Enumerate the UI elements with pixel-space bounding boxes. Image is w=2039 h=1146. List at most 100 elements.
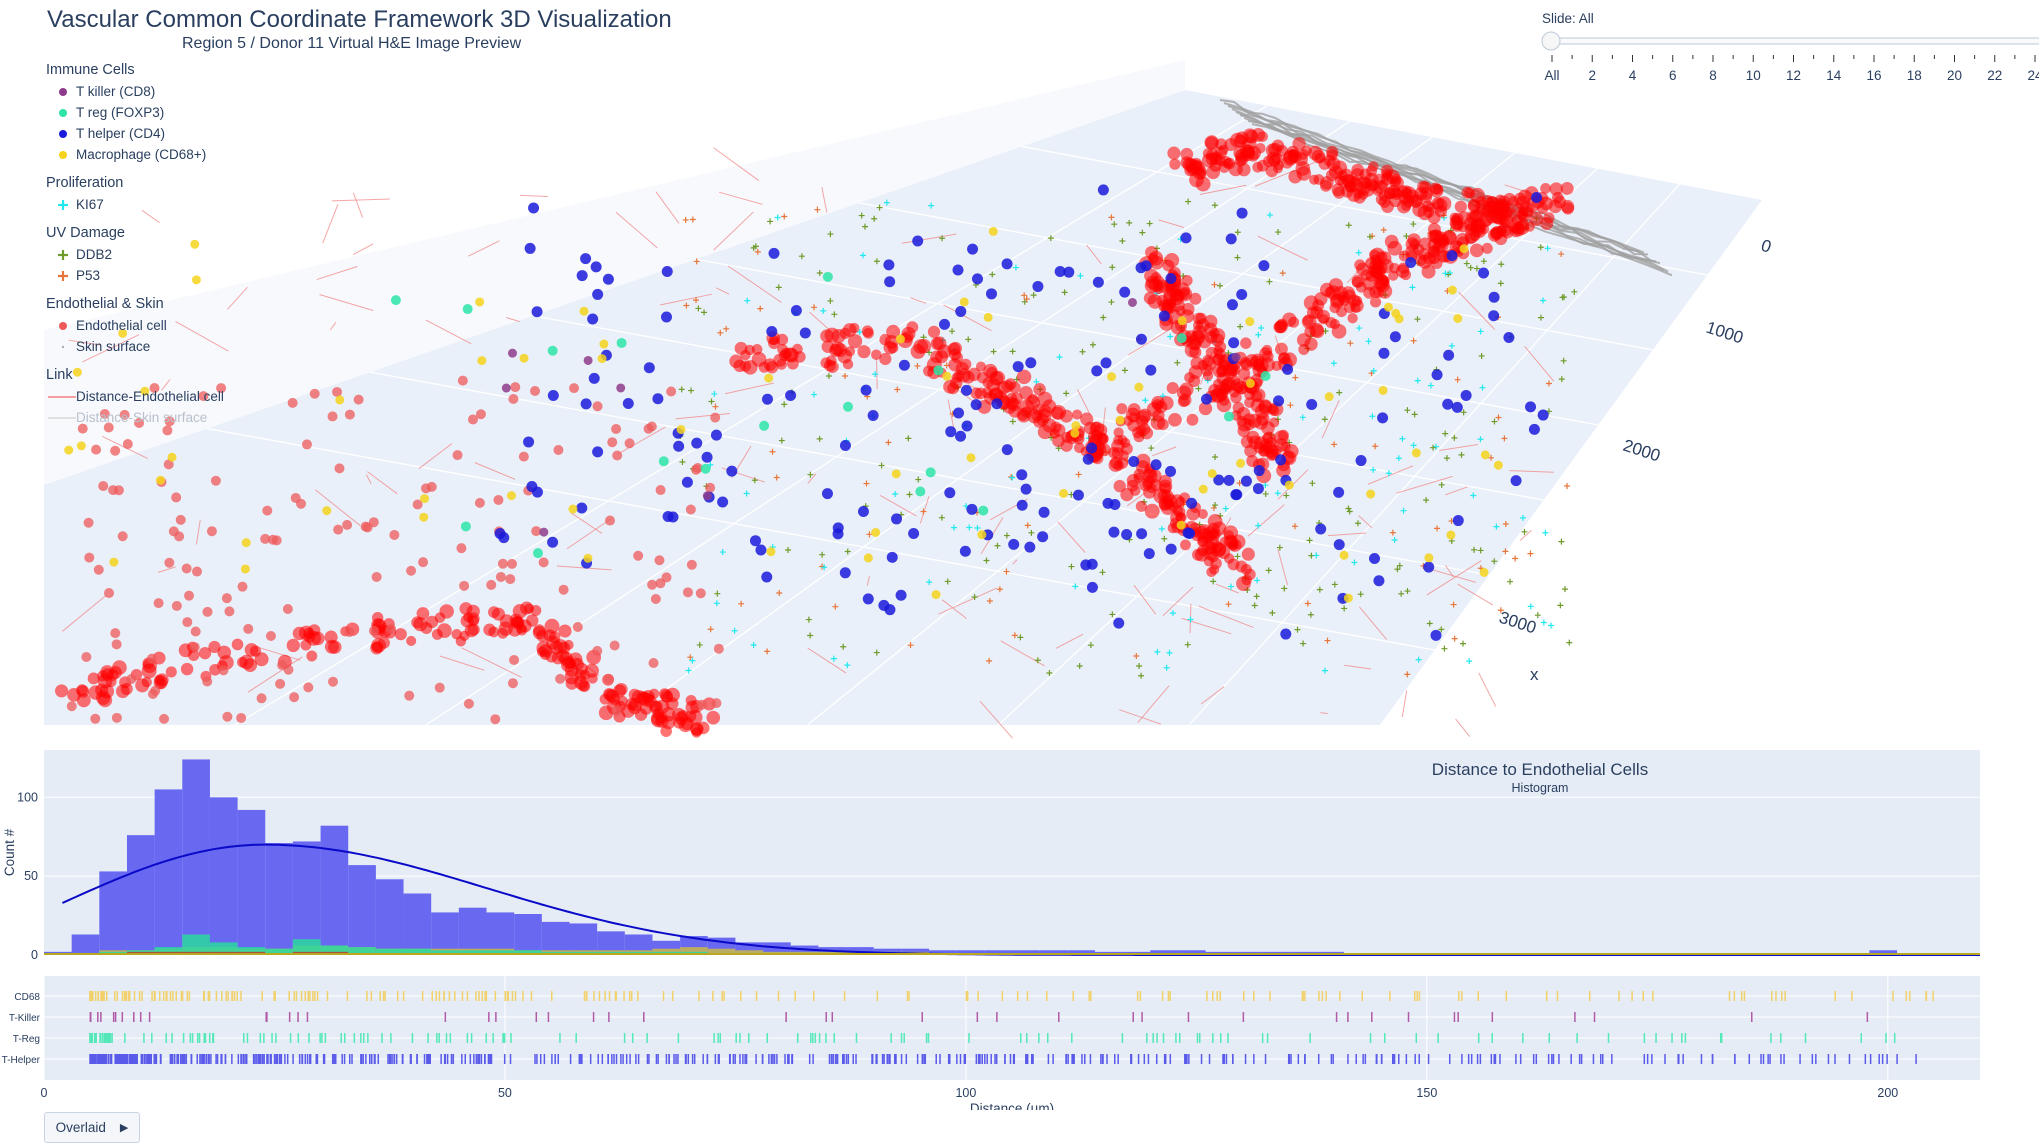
cross-marker: [844, 548, 851, 555]
link-line: [659, 293, 713, 306]
cell-marker: [891, 513, 903, 525]
link-line: [1401, 690, 1408, 718]
histogram-bar: [375, 948, 404, 955]
histogram-bar: [458, 907, 487, 955]
cell-marker: [761, 571, 773, 583]
legend-item[interactable]: T helper (CD4): [46, 123, 246, 144]
cell-marker: [1165, 465, 1177, 477]
cell-marker: [895, 589, 907, 601]
endothelial-marker: [463, 698, 474, 709]
endothelial-marker: [1255, 143, 1266, 154]
legend-item[interactable]: Distance-Endothelial cell: [46, 386, 246, 407]
endothelial-marker: [1470, 220, 1483, 233]
cell-marker: [966, 453, 976, 463]
cross-marker: [996, 586, 1003, 593]
cell-marker: [944, 487, 956, 499]
cell-marker: [1086, 581, 1098, 593]
cross-marker: [731, 627, 738, 634]
legend-item[interactable]: KI67: [46, 194, 246, 215]
legend-item[interactable]: Macrophage (CD68+): [46, 144, 246, 165]
endothelial-marker: [1511, 214, 1523, 226]
link-line: [319, 294, 374, 311]
cross-marker: [1063, 390, 1070, 397]
dot-marker-icon: [46, 123, 76, 144]
endothelial-marker: [1189, 346, 1202, 359]
scene-geometry: [44, 60, 1762, 739]
endothelial-marker: [1151, 399, 1164, 411]
cross-marker: [1009, 474, 1016, 481]
cross-marker: [693, 258, 700, 265]
endothelial-marker: [682, 587, 693, 598]
endothelial-marker: [780, 347, 792, 360]
cell-marker: [978, 505, 989, 516]
cell-marker: [590, 261, 602, 273]
endothelial-marker: [1461, 186, 1474, 199]
rug-plot-area: [44, 976, 1980, 1080]
cell-marker: [1478, 267, 1490, 279]
endothelial-marker: [112, 660, 127, 675]
scene-3d[interactable]: 0 1000 2000 3000 x: [0, 0, 2039, 740]
endothelial-marker: [344, 409, 355, 420]
rug-row-label: T-Reg: [13, 1034, 40, 1045]
cell-marker: [863, 553, 873, 563]
endothelial-marker: [1194, 547, 1209, 562]
link-line: [727, 265, 782, 303]
cell-marker: [790, 305, 802, 317]
endothelial-marker: [686, 559, 697, 570]
legend-item-label: T helper (CD4): [76, 126, 166, 141]
cross-marker: [1491, 558, 1498, 565]
cell-marker: [1389, 331, 1401, 343]
cross-marker: [1222, 505, 1229, 512]
slide-slider[interactable]: Slide: All All 2 4 6 8 10 12 14 16 18 20 22 24: [1530, 8, 2039, 88]
link-line: [1524, 345, 1555, 382]
cross-marker: [1521, 528, 1528, 535]
cross-marker: [938, 514, 945, 521]
endothelial-marker: [1370, 296, 1382, 308]
slider-handle[interactable]: [1541, 31, 1561, 51]
cell-marker: [462, 304, 473, 315]
link-line: [1426, 560, 1482, 596]
endothelial-marker: [1204, 314, 1218, 329]
cell-marker: [912, 235, 924, 247]
legend-item[interactable]: T reg (FOXP3): [46, 102, 246, 123]
overlaid-button[interactable]: Overlaid ▶: [44, 1112, 140, 1143]
legend-item[interactable]: Endothelial cell: [46, 315, 246, 336]
legend-item[interactable]: DDB2: [46, 244, 246, 265]
cell-marker: [519, 353, 529, 363]
endothelial-marker: [1025, 395, 1041, 411]
endothelial-marker: [171, 492, 182, 503]
cross-marker: [859, 252, 866, 259]
cross-marker: [738, 600, 745, 607]
cross-marker: [1423, 497, 1430, 504]
legend-item[interactable]: Skin surface: [46, 336, 246, 357]
legend-item[interactable]: Distance-Skin surface: [46, 407, 246, 428]
endothelial-marker: [328, 676, 339, 687]
cross-marker: [816, 270, 823, 277]
cross-marker: [1283, 492, 1290, 499]
endothelial-marker: [1239, 144, 1255, 160]
slider-track[interactable]: All 2 4 6 8 10 12 14 16 18 20 22 24: [1530, 8, 2039, 88]
endothelial-marker: [1273, 321, 1286, 334]
cross-marker: [750, 642, 757, 649]
legend-item[interactable]: P53: [46, 265, 246, 286]
cross-marker: [1534, 612, 1541, 619]
cross-marker: [1306, 537, 1313, 544]
y-tick-label: 100: [17, 790, 38, 804]
endothelial-marker: [654, 555, 665, 566]
cross-marker: [944, 578, 951, 585]
endothelial-marker: [927, 325, 941, 338]
legend-group-title: Link: [46, 367, 73, 383]
cell-marker: [1480, 450, 1490, 460]
endothelial-marker: [518, 451, 529, 462]
endothelial-marker: [175, 514, 186, 525]
legend-item[interactable]: T killer (CD8): [46, 81, 246, 102]
slider-tick-label: 20: [1947, 68, 1962, 83]
endothelial-marker: [141, 663, 157, 679]
endothelial-marker: [710, 412, 721, 423]
cross-marker: [926, 579, 933, 586]
dot-marker-icon: [46, 144, 76, 165]
endothelial-marker: [1182, 157, 1197, 172]
link-line: [161, 379, 171, 391]
scene-grid-line: [1021, 145, 1708, 276]
slider-rail[interactable]: [1545, 37, 2039, 45]
